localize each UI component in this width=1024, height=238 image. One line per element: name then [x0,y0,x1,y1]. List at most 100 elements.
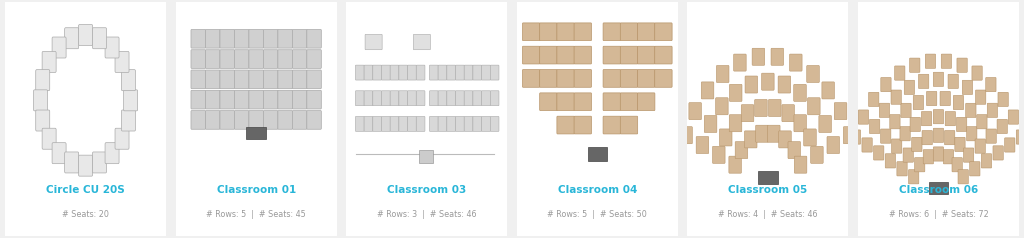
FancyBboxPatch shape [778,76,791,93]
FancyBboxPatch shape [206,70,220,89]
FancyBboxPatch shape [771,48,783,65]
FancyBboxPatch shape [897,162,907,176]
FancyBboxPatch shape [373,65,382,80]
FancyBboxPatch shape [953,95,964,110]
Text: # Rows: 5  |  # Seats: 50: # Rows: 5 | # Seats: 50 [548,210,647,219]
FancyBboxPatch shape [115,128,129,149]
FancyBboxPatch shape [522,46,540,64]
FancyBboxPatch shape [540,46,557,64]
FancyBboxPatch shape [399,91,408,106]
FancyBboxPatch shape [981,154,991,168]
FancyBboxPatch shape [515,0,679,238]
FancyBboxPatch shape [696,137,709,154]
Bar [929,182,948,194]
FancyBboxPatch shape [206,90,220,109]
FancyBboxPatch shape [856,0,1021,238]
FancyBboxPatch shape [557,116,574,134]
FancyBboxPatch shape [993,146,1004,160]
FancyBboxPatch shape [720,129,732,146]
FancyBboxPatch shape [365,91,373,106]
FancyBboxPatch shape [819,115,831,133]
Text: Circle CU 20S: Circle CU 20S [46,185,125,195]
FancyBboxPatch shape [220,30,234,48]
FancyBboxPatch shape [881,78,891,92]
Text: Classroom 06: Classroom 06 [899,185,978,195]
FancyBboxPatch shape [557,93,574,111]
FancyBboxPatch shape [729,84,742,101]
FancyBboxPatch shape [234,70,249,89]
FancyBboxPatch shape [52,143,67,164]
FancyBboxPatch shape [92,152,106,173]
FancyBboxPatch shape [919,74,929,89]
FancyBboxPatch shape [190,50,206,68]
FancyBboxPatch shape [975,139,985,153]
FancyBboxPatch shape [741,105,754,122]
FancyBboxPatch shape [438,116,446,131]
FancyBboxPatch shape [603,23,621,41]
FancyBboxPatch shape [811,146,823,163]
FancyBboxPatch shape [997,119,1008,134]
FancyBboxPatch shape [744,131,757,148]
FancyBboxPatch shape [976,90,986,104]
FancyBboxPatch shape [278,50,293,68]
FancyBboxPatch shape [768,125,780,142]
FancyBboxPatch shape [638,23,655,41]
FancyBboxPatch shape [429,65,438,80]
FancyBboxPatch shape [1009,110,1019,124]
FancyBboxPatch shape [638,93,655,111]
FancyBboxPatch shape [970,162,980,176]
FancyBboxPatch shape [42,128,56,149]
FancyBboxPatch shape [263,50,278,68]
FancyBboxPatch shape [922,130,932,145]
FancyBboxPatch shape [399,65,408,80]
FancyBboxPatch shape [933,147,943,161]
FancyBboxPatch shape [716,98,728,115]
FancyBboxPatch shape [933,72,943,86]
FancyBboxPatch shape [911,137,922,152]
FancyBboxPatch shape [490,65,499,80]
FancyBboxPatch shape [941,54,951,68]
FancyBboxPatch shape [945,112,955,126]
FancyBboxPatch shape [115,51,129,72]
FancyBboxPatch shape [408,65,416,80]
FancyBboxPatch shape [414,34,430,50]
FancyBboxPatch shape [794,115,807,132]
FancyBboxPatch shape [574,116,592,134]
FancyBboxPatch shape [686,0,850,238]
FancyBboxPatch shape [948,74,958,89]
FancyBboxPatch shape [768,99,781,117]
FancyBboxPatch shape [603,93,621,111]
FancyBboxPatch shape [522,69,540,87]
FancyBboxPatch shape [390,91,399,106]
FancyBboxPatch shape [220,70,234,89]
FancyBboxPatch shape [933,128,943,142]
FancyBboxPatch shape [729,156,741,173]
FancyBboxPatch shape [972,66,982,80]
FancyBboxPatch shape [788,142,801,159]
FancyBboxPatch shape [473,91,481,106]
FancyBboxPatch shape [382,91,390,106]
FancyBboxPatch shape [456,65,464,80]
FancyBboxPatch shape [958,170,969,184]
FancyBboxPatch shape [382,116,390,131]
FancyBboxPatch shape [689,103,701,120]
FancyBboxPatch shape [36,70,50,91]
FancyBboxPatch shape [844,127,856,144]
FancyBboxPatch shape [249,111,263,129]
FancyBboxPatch shape [366,34,382,50]
FancyBboxPatch shape [307,70,322,89]
FancyBboxPatch shape [42,51,56,72]
FancyBboxPatch shape [481,116,490,131]
FancyBboxPatch shape [249,30,263,48]
FancyBboxPatch shape [307,50,322,68]
FancyBboxPatch shape [885,154,896,168]
FancyBboxPatch shape [79,155,92,176]
FancyBboxPatch shape [65,152,79,173]
FancyBboxPatch shape [986,78,996,92]
FancyBboxPatch shape [910,117,921,132]
FancyBboxPatch shape [105,143,119,164]
FancyBboxPatch shape [278,70,293,89]
FancyBboxPatch shape [892,139,902,153]
FancyBboxPatch shape [998,92,1009,107]
FancyBboxPatch shape [373,91,382,106]
